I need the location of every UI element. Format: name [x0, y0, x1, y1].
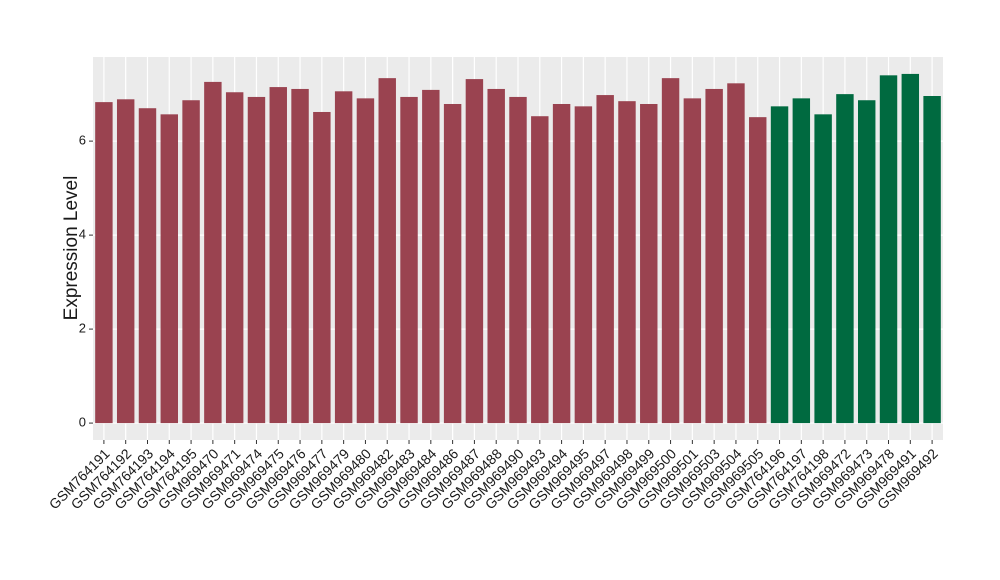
y-tick-label: 4 — [79, 227, 86, 242]
bar — [160, 114, 178, 424]
bar — [400, 96, 418, 424]
bar — [116, 99, 135, 424]
bar — [465, 79, 484, 424]
bar — [879, 75, 898, 424]
bar — [596, 95, 614, 424]
y-tick-label: 0 — [79, 415, 86, 430]
bar — [356, 98, 375, 424]
y-tick-label: 2 — [79, 321, 86, 336]
bar — [552, 103, 571, 424]
bar — [814, 114, 832, 424]
y-tick-label: 6 — [79, 133, 86, 148]
bar — [138, 108, 157, 424]
bar — [770, 106, 789, 424]
bar — [291, 88, 309, 424]
bar — [487, 88, 505, 424]
bar — [727, 83, 745, 424]
y-axis-label: Expression Level — [61, 176, 82, 321]
bar — [313, 111, 331, 424]
bar — [923, 96, 941, 424]
bar — [204, 81, 222, 424]
bar — [661, 78, 680, 424]
bar — [422, 89, 440, 424]
bar — [95, 102, 113, 424]
bar — [225, 92, 244, 424]
bar — [749, 117, 767, 424]
bar — [378, 78, 396, 424]
bar — [443, 103, 462, 424]
bar — [182, 100, 200, 424]
bar — [683, 98, 702, 424]
bar — [705, 88, 723, 424]
bar — [531, 116, 549, 424]
bar — [640, 103, 658, 424]
bar — [792, 98, 811, 424]
bar — [836, 94, 854, 424]
bar — [618, 101, 636, 424]
bar — [901, 73, 920, 424]
bar — [247, 96, 266, 424]
bar — [509, 96, 527, 424]
bar — [858, 100, 876, 424]
bar — [574, 106, 593, 424]
bar — [334, 91, 353, 424]
bar — [269, 87, 287, 424]
